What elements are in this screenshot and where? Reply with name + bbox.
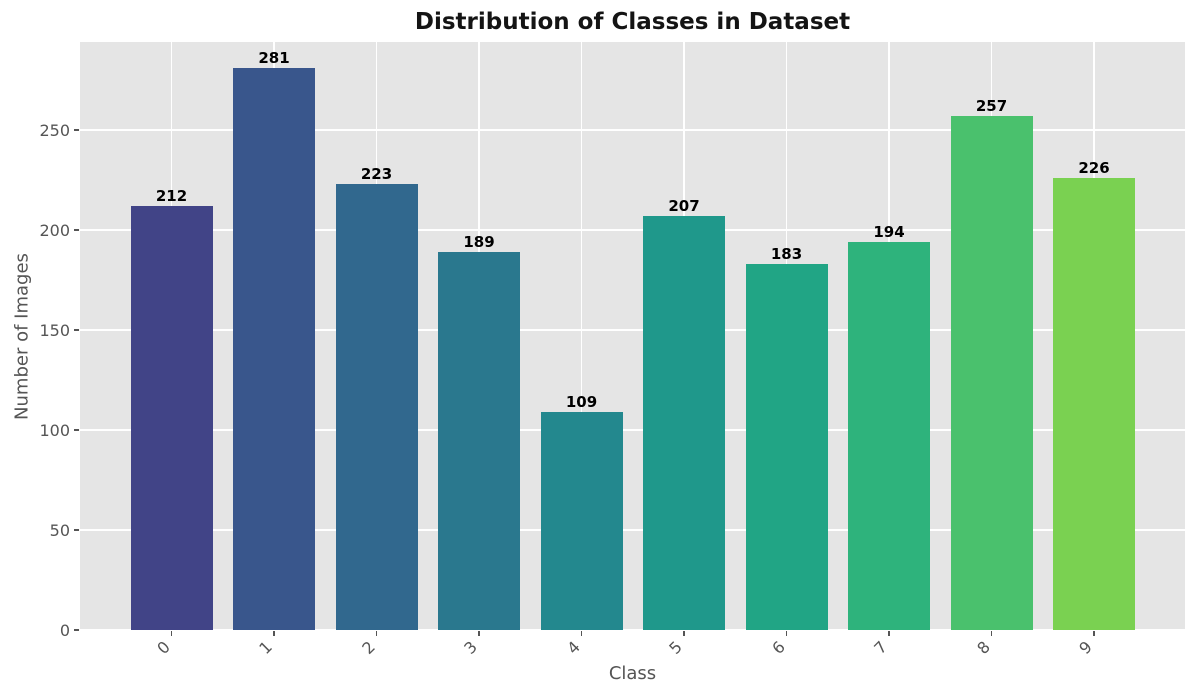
x-tick-mark: [683, 631, 685, 636]
x-tick-mark: [580, 631, 583, 636]
y-tick-label: 150: [39, 321, 70, 340]
bar-value-label: 194: [873, 223, 905, 241]
x-tick-mark: [888, 631, 890, 636]
x-tick-label: 9: [1075, 637, 1096, 658]
y-gridline: [80, 129, 1185, 131]
bar-class-5: [643, 216, 725, 630]
x-tick-label: 3: [460, 637, 481, 658]
y-tick-mark: [74, 629, 79, 631]
x-tick-label: 7: [870, 637, 891, 658]
y-tick-label: 100: [39, 421, 70, 440]
y-tick-mark: [74, 229, 79, 231]
x-tick-mark: [990, 631, 993, 636]
x-axis-label: Class: [608, 663, 657, 684]
x-tick-mark: [478, 631, 480, 636]
x-tick-label: 0: [152, 637, 174, 658]
y-gridline: [80, 429, 1185, 431]
y-gridline: [80, 229, 1185, 231]
plot-area: 212 281 223 189 109 207 183 194 257 226: [80, 42, 1185, 631]
y-tick-mark: [74, 429, 79, 431]
x-tick-label: 2: [357, 637, 379, 658]
bar-class-6: [745, 264, 828, 630]
x-tick-label: 4: [562, 637, 584, 658]
x-tick-mark: [273, 631, 275, 636]
x-tick-mark: [375, 631, 378, 636]
bar-class-7: [848, 242, 930, 630]
x-gridline: [580, 42, 583, 630]
bar-class-4: [540, 412, 623, 630]
x-tick-label: 6: [767, 637, 789, 658]
y-tick-mark: [74, 129, 79, 131]
bar-value-label: 189: [463, 233, 495, 251]
bar-value-label: 109: [565, 393, 598, 411]
y-gridline: [80, 329, 1185, 331]
x-tick-mark: [785, 631, 788, 636]
bar-value-label: 226: [1078, 159, 1110, 177]
y-tick-label: 0: [59, 621, 70, 640]
bar-class-9: [1053, 178, 1135, 630]
x-tick-label: 1: [255, 637, 276, 658]
y-tick-label: 50: [49, 521, 70, 540]
y-tick-label: 250: [39, 121, 70, 140]
bar-class-1: [233, 68, 315, 630]
bar-value-label: 212: [155, 187, 188, 205]
bar-class-8: [950, 116, 1033, 630]
bar-class-0: [130, 206, 213, 630]
x-tick-label: 5: [665, 637, 686, 658]
y-tick-mark: [74, 329, 79, 331]
bar-class-3: [438, 252, 520, 630]
y-tick-label: 200: [39, 221, 70, 240]
chart-title: Distribution of Classes in Dataset: [414, 9, 851, 35]
bar-class-2: [335, 184, 418, 630]
bar-value-label: 257: [975, 97, 1008, 115]
bar-value-label: 207: [668, 197, 700, 215]
bar-value-label: 223: [360, 165, 393, 183]
x-tick-mark: [1093, 631, 1095, 636]
x-tick-label: 8: [972, 637, 994, 658]
bar-value-label: 183: [770, 245, 803, 263]
y-tick-mark: [74, 529, 79, 531]
y-gridline: [80, 529, 1185, 531]
y-gridline: [80, 629, 1185, 631]
x-tick-mark: [170, 631, 173, 636]
bar-value-label: 281: [258, 49, 290, 67]
